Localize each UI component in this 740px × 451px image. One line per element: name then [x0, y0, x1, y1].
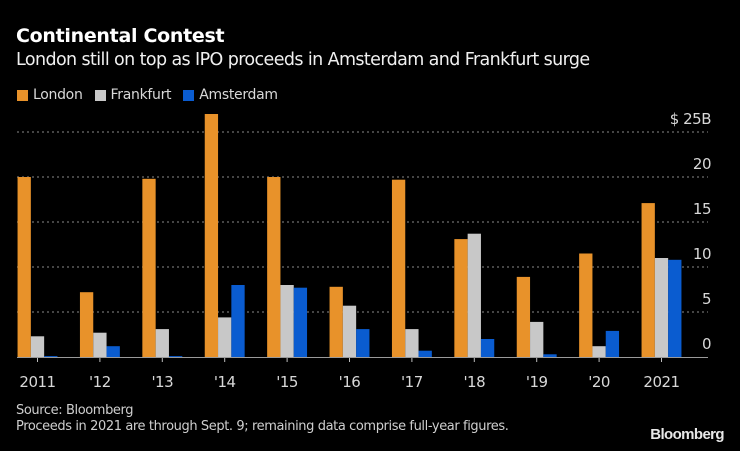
- bar-amsterdam-18: [480, 339, 495, 357]
- y-tick-label: $ 25B: [670, 110, 711, 128]
- bloomberg-logo: Bloomberg: [650, 426, 724, 443]
- x-tick-label: '12: [89, 373, 111, 391]
- bar-london-17: [391, 179, 406, 357]
- source-note: Source: Bloomberg: [16, 403, 134, 418]
- y-tick-label: 0: [702, 335, 711, 353]
- x-tick-label: '18: [463, 373, 485, 391]
- bar-frankfurt-19: [530, 321, 544, 357]
- bar-amsterdam-2011: [44, 356, 58, 357]
- bar-amsterdam-17: [418, 350, 432, 357]
- x-tick-label: '15: [276, 373, 298, 391]
- bar-amsterdam-16: [356, 329, 370, 357]
- bar-london-2021: [641, 203, 655, 357]
- bar-amsterdam-14: [231, 285, 245, 357]
- x-tick-label: '20: [588, 373, 610, 391]
- y-tick-label: 20: [693, 155, 711, 173]
- bar-london-19: [516, 276, 531, 357]
- y-tick-label: 5: [702, 290, 711, 308]
- bar-frankfurt-2011: [30, 336, 45, 357]
- x-tick-label: '14: [214, 373, 236, 391]
- legend-swatch: [17, 89, 28, 101]
- legend-item-frankfurt: Frankfurt: [94, 87, 172, 103]
- chart-title: Continental Contest: [16, 25, 225, 47]
- bar-amsterdam-15: [293, 287, 308, 357]
- bar-frankfurt-13: [155, 329, 169, 357]
- x-tick-label: '16: [339, 373, 361, 391]
- bar-amsterdam-2021: [668, 259, 682, 357]
- chart-subtitle: London still on top as IPO proceeds in A…: [16, 50, 590, 70]
- legend-swatch: [183, 89, 195, 101]
- bar-frankfurt-14: [218, 317, 232, 357]
- footer: Source: Bloomberg Proceeds in 2021 are t…: [16, 403, 509, 435]
- legend-label: London: [33, 87, 83, 103]
- y-tick-label: 10: [693, 245, 711, 263]
- legend-label: Amsterdam: [199, 87, 278, 103]
- bar-london-13: [142, 178, 156, 357]
- bar-london-20: [579, 253, 593, 357]
- bar-amsterdam-13: [168, 356, 183, 357]
- bar-frankfurt-18: [467, 233, 481, 357]
- legend: London Frankfurt Amsterdam: [17, 87, 278, 103]
- bar-frankfurt-20: [592, 346, 606, 357]
- bar-amsterdam-12: [106, 346, 120, 357]
- bar-frankfurt-17: [405, 329, 419, 357]
- y-tick-label: 15: [693, 200, 711, 218]
- bar-london-15: [267, 177, 281, 357]
- bar-london-14: [204, 114, 219, 357]
- bar-frankfurt-12: [93, 332, 107, 357]
- bar-frankfurt-2021: [654, 258, 669, 357]
- bar-london-18: [454, 239, 468, 357]
- bar-london-2011: [17, 177, 31, 357]
- x-tick-label: 2021: [643, 373, 679, 391]
- footnote: Proceeds in 2021 are through Sept. 9; re…: [16, 419, 509, 434]
- bar-amsterdam-20: [605, 330, 620, 357]
- legend-label: Frankfurt: [110, 87, 172, 103]
- bar-frankfurt-15: [280, 285, 294, 357]
- x-tick-label: '17: [401, 373, 423, 391]
- legend-item-amsterdam: Amsterdam: [183, 87, 278, 103]
- bar-amsterdam-19: [543, 354, 557, 357]
- x-tick-label: '19: [526, 373, 548, 391]
- x-tick-label: '13: [151, 373, 173, 391]
- legend-swatch: [94, 89, 106, 101]
- x-tick-label: 2011: [19, 373, 55, 391]
- bar-london-16: [329, 286, 343, 357]
- bar-frankfurt-16: [342, 305, 357, 357]
- bar-london-12: [79, 292, 94, 357]
- legend-item-london: London: [17, 87, 83, 103]
